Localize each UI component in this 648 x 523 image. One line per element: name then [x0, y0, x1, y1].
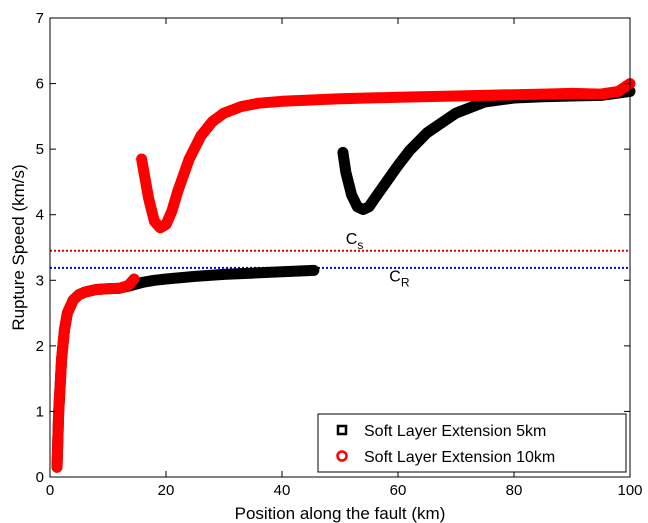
legend-marker-circle — [336, 450, 348, 462]
x-tick-label: 40 — [274, 482, 291, 499]
legend-entry-label: Soft Layer Extension 5km — [364, 423, 546, 440]
legend-marker-square — [336, 424, 348, 436]
series-2-segment-2 — [136, 78, 636, 234]
x-tick-label: 80 — [506, 482, 523, 499]
series-1-segment-1 — [51, 264, 320, 473]
y-tick-label: 1 — [36, 403, 44, 420]
reference-label-subscript: R — [401, 276, 410, 290]
x-axis-label: Position along the fault (km) — [235, 504, 446, 523]
reference-label-main: C — [389, 269, 401, 286]
x-tick-label: 0 — [46, 482, 54, 499]
y-tick-label: 6 — [36, 76, 44, 93]
series-layer — [51, 78, 636, 473]
reference-label-subscript: s — [357, 238, 363, 252]
axis-ticks: 0 20 40 60 80 100 0 1 2 3 4 5 6 7 — [36, 10, 643, 499]
x-tick-label: 20 — [158, 482, 175, 499]
legend-box — [317, 413, 627, 473]
x-tick-label: 100 — [617, 482, 642, 499]
reference-line-label: Cs — [346, 231, 364, 252]
y-axis-label: Rupture Speed (km/s) — [9, 164, 28, 330]
series-2-segment-1 — [51, 273, 140, 473]
y-tick-label: 4 — [36, 207, 44, 224]
y-tick-label: 5 — [36, 141, 44, 158]
legend-entry-label: Soft Layer Extension 10km — [364, 449, 555, 466]
plot-area-frame — [49, 17, 631, 478]
series-1-segment-2 — [337, 85, 636, 215]
y-tick-label: 3 — [36, 272, 44, 289]
x-tick-label: 60 — [390, 482, 407, 499]
legend: Soft Layer Extension 5km Soft Layer Exten… — [317, 413, 627, 473]
reference-label-main: C — [346, 231, 358, 248]
y-tick-label: 7 — [36, 10, 44, 27]
y-tick-label: 2 — [36, 338, 44, 355]
reference-line-label: CR — [389, 269, 410, 290]
y-tick-label: 0 — [36, 469, 44, 486]
